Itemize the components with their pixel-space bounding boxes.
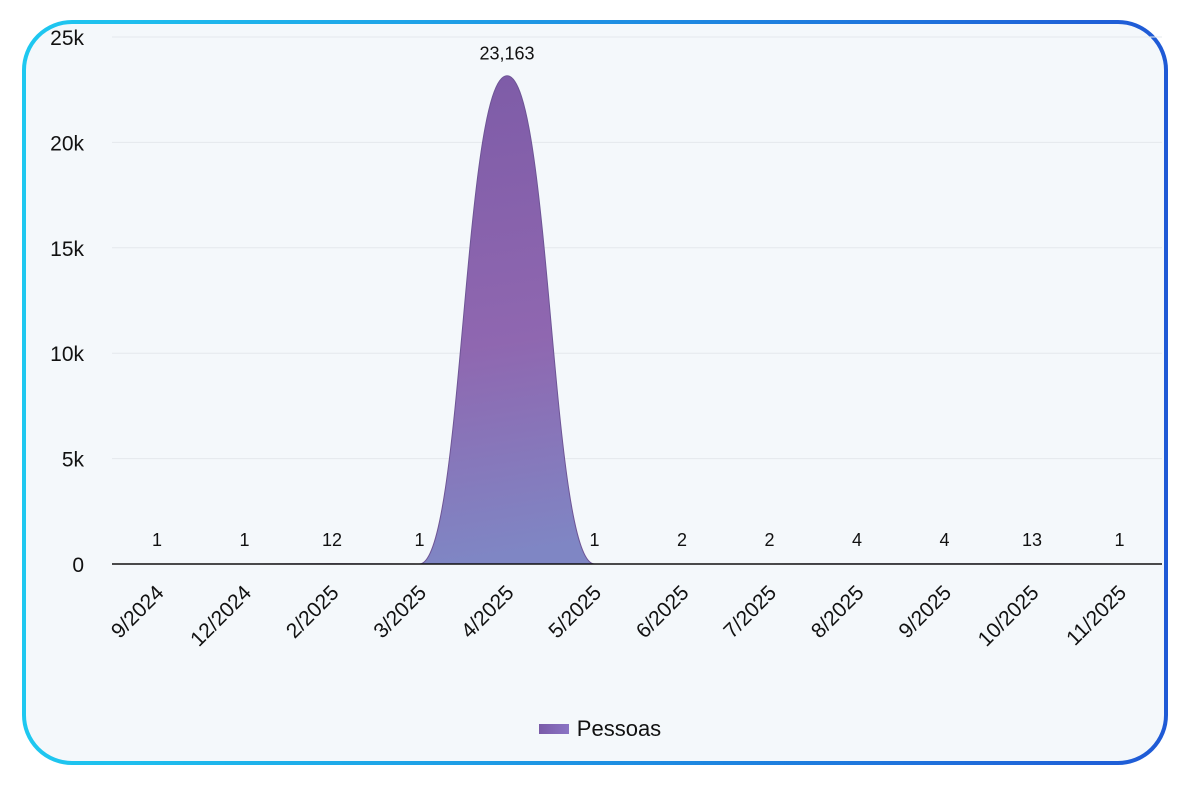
y-tick-label: 15k xyxy=(50,238,84,261)
y-tick-label: 25k xyxy=(50,27,84,50)
data-label: 2 xyxy=(764,530,774,550)
data-label: 12 xyxy=(322,530,342,550)
panel-border xyxy=(22,20,1168,765)
data-label: 1 xyxy=(239,530,249,550)
legend-swatch xyxy=(538,724,569,734)
data-label: 1 xyxy=(1114,530,1124,550)
data-label: 4 xyxy=(939,530,949,550)
data-label: 13 xyxy=(1022,530,1042,550)
legend: Pessoas xyxy=(0,716,1200,742)
data-label: 23,163 xyxy=(479,44,534,64)
y-tick-label: 10k xyxy=(50,343,84,366)
gridlines xyxy=(112,36,1162,460)
legend-label: Pessoas xyxy=(576,716,662,741)
data-label: 1 xyxy=(152,530,162,550)
data-label: 1 xyxy=(414,530,424,550)
data-label: 4 xyxy=(852,530,862,550)
data-label: 1 xyxy=(589,530,599,550)
y-tick-label: 0 xyxy=(72,554,84,577)
y-tick-label: 5k xyxy=(62,449,85,472)
data-label: 2 xyxy=(677,530,687,550)
y-axis-ticks: 0 5k 10k 15k 20k 25k xyxy=(50,27,84,577)
y-tick-label: 20k xyxy=(50,132,84,155)
